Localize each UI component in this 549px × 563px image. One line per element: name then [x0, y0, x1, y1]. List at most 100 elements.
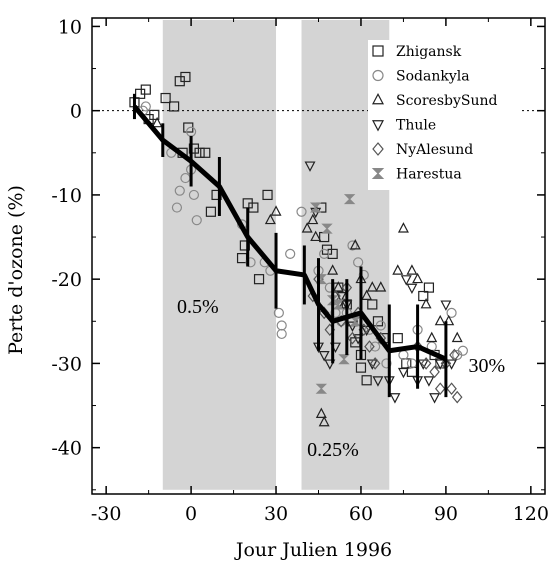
point-harestua-shape [338, 354, 350, 365]
point-zhigansk-shape [361, 375, 372, 386]
point-thule [406, 283, 418, 295]
point-nyalesund-shape [451, 390, 463, 404]
point-sodankyla-shape [406, 358, 418, 369]
mean-curve [132, 93, 448, 398]
point-nyalesund-shape [347, 331, 358, 345]
point-thule [440, 300, 452, 311]
point-thule [324, 359, 336, 370]
point-scoresbysund [397, 222, 409, 233]
point-sodankyla-shape [285, 248, 296, 259]
point-sodankyla-shape [398, 349, 409, 361]
y-tick-label: -20 [51, 269, 82, 291]
point-thule [429, 393, 441, 404]
point-zhigansk-shape [418, 290, 429, 302]
point-scoresbysund [151, 116, 163, 128]
point-scoresbysund-shape [366, 281, 378, 292]
point-zhigansk [262, 189, 273, 201]
point-zhigansk [169, 101, 180, 112]
point-zhigansk-shape [392, 333, 403, 344]
point-sodankyla-shape [457, 345, 468, 356]
point-sodankyla-shape [140, 101, 151, 112]
legend-label-harestua: Harestua [396, 167, 462, 183]
point-thule-shape [400, 275, 412, 286]
point-zhigansk [180, 71, 191, 83]
point-nyalesund-shape [369, 357, 381, 370]
point-zhigansk [316, 202, 327, 213]
point-zhigansk-shape [160, 92, 171, 104]
point-sodankyla-shape [347, 240, 358, 251]
point-nyalesund [364, 340, 375, 353]
legend-label-sodankyla: Sodankyla [396, 69, 470, 85]
point-scoresbysund [412, 272, 424, 284]
legend-label-zhigansk: Zhigansk [396, 44, 462, 60]
point-harestua [321, 223, 333, 234]
point-sodankyla [398, 349, 409, 361]
point-thule [318, 351, 330, 362]
point-nyalesund [420, 357, 432, 370]
point-scoresbysund-shape [264, 213, 276, 225]
point-nyalesund-shape [434, 382, 446, 396]
point-sodankyla [353, 257, 364, 268]
point-thule-shape [366, 359, 378, 370]
point-zhigansk-shape [316, 202, 327, 213]
point-sodankyla-shape [353, 257, 364, 268]
point-zhigansk-shape [140, 84, 151, 95]
point-sodankyla [191, 215, 202, 226]
point-nyalesund [449, 348, 460, 362]
point-sodankyla [273, 307, 284, 318]
point-thule-shape [389, 393, 401, 404]
point-zhigansk [392, 333, 403, 344]
point-thule-shape [346, 321, 358, 332]
y-axis-title: Perte d'ozone (%) [5, 185, 27, 355]
point-thule-shape [423, 376, 435, 387]
point-thule [400, 275, 412, 286]
point-harestua [343, 194, 356, 205]
point-sodankyla-shape [324, 282, 335, 293]
point-zhigansk-shape [406, 366, 418, 377]
point-thule-shape [304, 161, 316, 172]
legend-marker-harestua-shape [371, 168, 385, 179]
point-harestua [332, 299, 345, 310]
point-sodankyla [347, 240, 358, 251]
point-sodankyla [140, 101, 151, 112]
point-sodankyla-shape [191, 215, 202, 226]
point-scoresbysund [327, 264, 339, 275]
point-zhigansk-shape [367, 299, 378, 310]
point-scoresbysund [443, 314, 455, 326]
point-nyalesund-shape [364, 340, 375, 353]
point-sodankyla-shape [319, 248, 330, 259]
point-sodankyla [276, 320, 287, 331]
point-harestua [309, 202, 322, 213]
point-zhigansk-shape [194, 147, 205, 158]
x-tick-label: 60 [349, 503, 373, 525]
point-zhigansk [418, 290, 429, 302]
point-sodankyla [171, 202, 183, 213]
point-scoresbysund-shape [397, 222, 409, 233]
point-sodankyla-shape [381, 358, 392, 369]
point-sodankyla [381, 358, 392, 369]
annotation-label: 0.5% [177, 296, 219, 318]
point-harestua-shape [309, 202, 322, 213]
point-sodankyla-shape [245, 257, 256, 268]
point-sodankyla [245, 257, 256, 268]
point-scoresbysund-shape [443, 314, 455, 326]
point-sodankyla-shape [276, 328, 287, 340]
point-scoresbysund-shape [349, 239, 361, 250]
x-tick-label: 90 [434, 503, 458, 525]
x-tick-label: 120 [513, 503, 549, 525]
point-thule [372, 376, 384, 387]
point-scoresbysund-shape [361, 289, 373, 300]
point-harestua [315, 383, 328, 394]
point-thule-shape [417, 359, 429, 370]
point-zhigansk [160, 92, 171, 104]
point-scoresbysund [392, 264, 404, 275]
point-sodankyla-shape [375, 320, 386, 331]
point-zhigansk [205, 206, 217, 217]
point-zhigansk [140, 84, 151, 95]
point-scoresbysund-shape [315, 407, 327, 418]
legend-marker-sodankyla-shape [372, 69, 384, 82]
point-sodankyla-shape [174, 185, 185, 196]
y-tick-label: -30 [51, 353, 82, 375]
point-scoresbysund-shape [332, 281, 344, 292]
point-scoresbysund [375, 281, 387, 292]
